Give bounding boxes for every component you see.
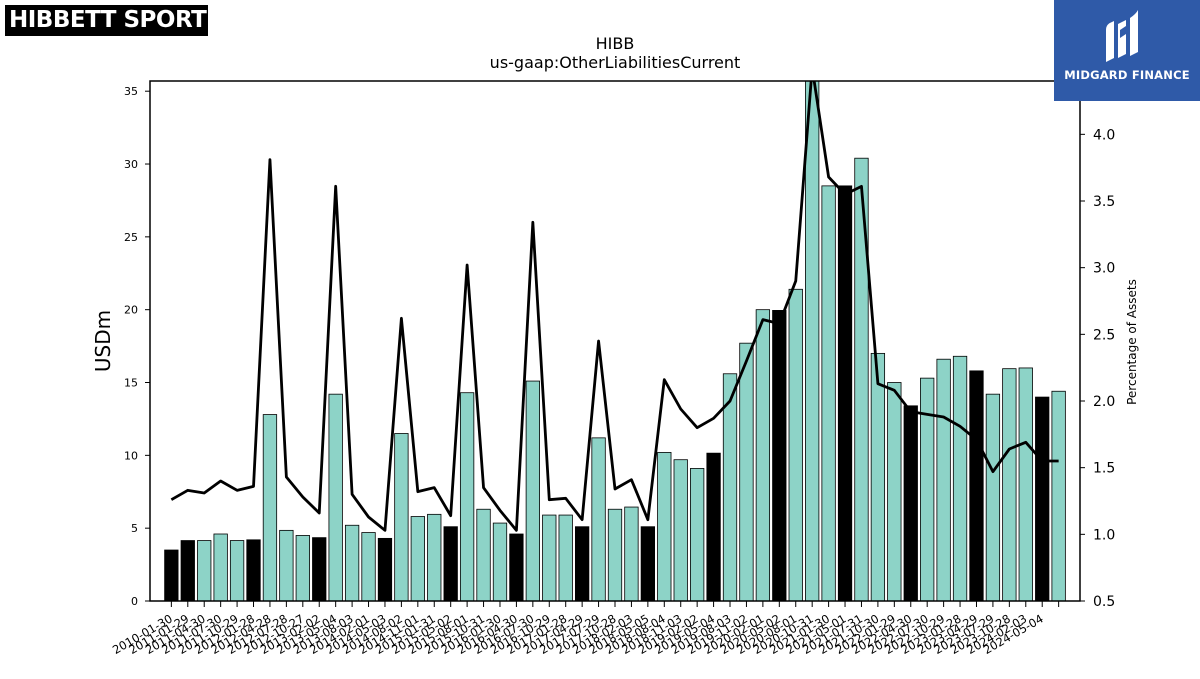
bar: [328, 393, 343, 601]
midgard-logo-text: MIDGARD FINANCE: [1064, 68, 1190, 82]
bar: [443, 526, 458, 601]
bar: [295, 535, 310, 601]
y2-tick-label: 3.5: [1093, 194, 1115, 210]
y2-tick-label: 4.0: [1093, 127, 1115, 143]
bar: [459, 392, 475, 601]
bar: [657, 452, 672, 601]
y-tick-label: 5: [131, 522, 138, 535]
bar: [1018, 367, 1033, 601]
y-tick-label: 15: [124, 377, 138, 390]
hibbett-sports-logo: HIBBETT SPORTS®: [5, 5, 208, 36]
chart-title: HIBB: [596, 34, 635, 53]
bar: [607, 508, 623, 601]
y2-tick-label: 2.0: [1093, 394, 1115, 410]
bar: [887, 382, 902, 601]
y2-tick-label: 1.5: [1093, 461, 1115, 477]
y-tick-label: 20: [124, 304, 138, 317]
bar: [969, 370, 984, 601]
bar: [591, 437, 606, 601]
bar: [509, 533, 524, 601]
bar: [837, 185, 853, 601]
bar: [361, 532, 376, 601]
y-axis-label: USDm: [91, 310, 115, 372]
bar: [410, 516, 425, 601]
bar: [1002, 368, 1017, 601]
y-tick-label: 35: [124, 85, 138, 98]
bar: [558, 514, 573, 601]
y-tick-label: 30: [124, 158, 138, 171]
y2-tick-label: 2.5: [1093, 327, 1115, 343]
bar: [377, 537, 393, 601]
midgard-finance-logo: MIDGARD FINANCE: [1054, 0, 1200, 101]
bar: [525, 380, 540, 601]
bar: [985, 393, 1001, 601]
bar: [476, 508, 491, 601]
y-tick-label: 0: [131, 595, 138, 608]
bar: [279, 529, 294, 601]
bar: [920, 377, 935, 601]
bar: [213, 533, 228, 601]
bar: [1051, 390, 1066, 601]
bar: [903, 405, 918, 601]
bar: [312, 537, 327, 601]
bar: [788, 288, 803, 601]
chart-subtitle: us-gaap:OtherLiabilitiesCurrent: [490, 53, 741, 72]
bar: [164, 549, 179, 601]
y-tick-label: 25: [124, 231, 138, 244]
bar: [772, 310, 787, 601]
bar: [427, 513, 442, 601]
bar: [542, 514, 557, 601]
y2-tick-label: 0.5: [1093, 594, 1115, 610]
bar: [755, 309, 771, 601]
bar: [870, 352, 886, 601]
bar: [673, 459, 688, 601]
bar: [262, 414, 278, 601]
bar: [229, 540, 245, 601]
y2-tick-label: 1.0: [1093, 527, 1115, 543]
hibbett-logo-text: HIBBETT SPORTS: [9, 7, 208, 33]
bar: [246, 539, 261, 601]
bar: [936, 358, 951, 601]
y-tick-label: 10: [124, 449, 138, 462]
bar: [394, 433, 409, 601]
bar: [492, 522, 508, 601]
bar: [690, 468, 705, 601]
bar: [821, 185, 836, 601]
bar: [180, 540, 195, 601]
bar: [739, 342, 754, 601]
pct-assets-line: [170, 81, 1059, 532]
bar: [805, 81, 820, 601]
bar: [706, 452, 721, 601]
y2-tick-label: 3.0: [1093, 261, 1115, 277]
midgard-logo-icon: [1106, 10, 1138, 62]
bar: [640, 526, 656, 601]
bar: [952, 355, 968, 601]
bar: [344, 524, 360, 601]
bar: [575, 526, 590, 601]
y2-axis-label: Percentage of Assets: [1125, 279, 1139, 405]
bar: [854, 157, 869, 601]
bar: [197, 540, 212, 601]
bar: [1035, 396, 1050, 601]
bar: [624, 506, 639, 601]
